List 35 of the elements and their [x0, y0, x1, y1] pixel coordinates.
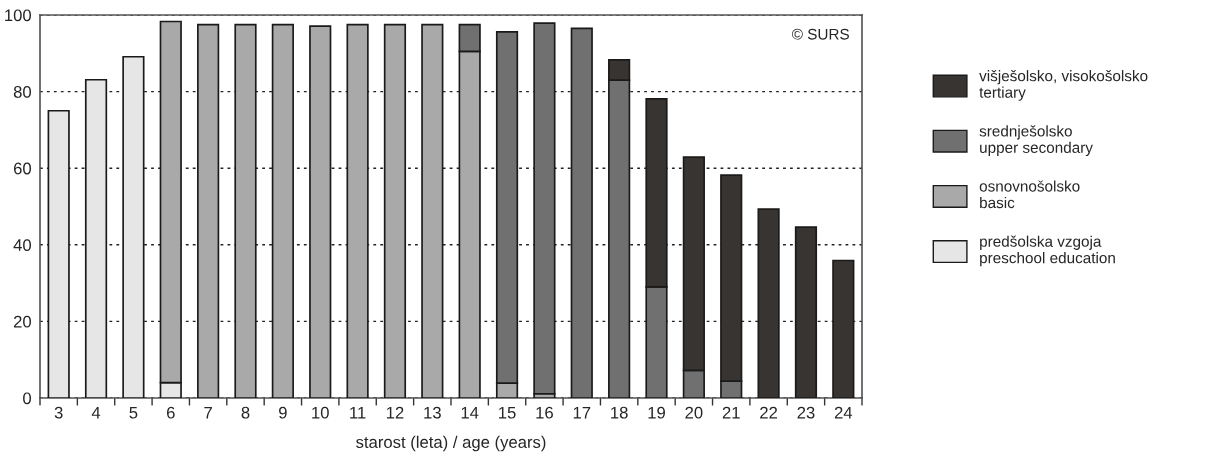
x-tick-label: 5 [129, 406, 138, 419]
x-tick-label: 23 [797, 406, 815, 419]
x-tick-label: 17 [573, 406, 591, 419]
x-tick-label: 19 [648, 406, 665, 419]
x-tick-label: 12 [386, 406, 404, 419]
y-tick-label: 0 [23, 392, 32, 405]
x-tick-label: 22 [760, 406, 778, 419]
x-tick-label: 20 [685, 406, 703, 419]
x-tick-label: 13 [424, 406, 441, 419]
annotation: © SURS [791, 28, 849, 40]
y-tick-label: 80 [13, 86, 32, 98]
x-tick-label: 18 [611, 406, 628, 419]
x-axis-title: starost (leta) / age (years) [356, 435, 546, 452]
x-tick-label: 7 [204, 406, 212, 419]
y-tick-label: 40 [13, 239, 32, 251]
y-tick-label: 20 [13, 315, 32, 328]
x-tick-label: 8 [241, 406, 250, 419]
x-tick-label: 24 [834, 406, 853, 419]
x-tick-label: 14 [461, 406, 479, 419]
legend-label: višješolsko, visokošolsko tertiary [979, 70, 1148, 101]
legend-label: predšolska vzgoja preschool education [980, 235, 1115, 267]
x-tick-label: 11 [350, 406, 366, 419]
x-tick-label: 21 [722, 406, 740, 419]
bar [346, 23, 369, 398]
x-tick-label: 3 [54, 406, 63, 419]
legend-label: osnovnošolsko basic [979, 180, 1080, 209]
y-tick-label: 100 [5, 9, 32, 22]
x-tick-label: 6 [166, 406, 175, 419]
x-tick-label: 16 [536, 406, 553, 419]
x-tick-label: 4 [91, 406, 101, 419]
legend-label: srednješolsko upper secondary [979, 125, 1093, 156]
x-tick-label: 15 [499, 406, 516, 419]
x-tick-label: 9 [279, 406, 287, 419]
x-tick-label: 10 [312, 406, 329, 419]
y-tick-label: 60 [13, 162, 32, 175]
